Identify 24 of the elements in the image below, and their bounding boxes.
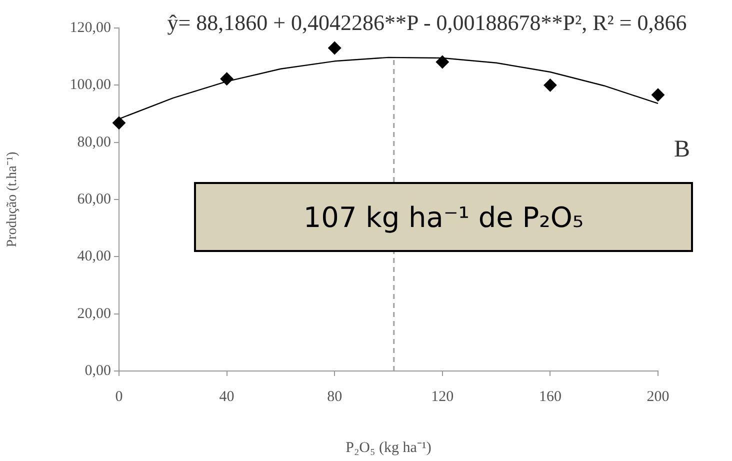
point bbox=[112, 116, 126, 130]
x-tick-label: 200 bbox=[646, 388, 670, 405]
point bbox=[328, 42, 342, 55]
x-tick-label: 160 bbox=[538, 388, 562, 405]
x-tick-label: 120 bbox=[431, 388, 454, 405]
label-box: 107 kg ha⁻¹ de P₂O₅ bbox=[194, 182, 693, 252]
chart-title: ŷ= 88,1860 + 0,4042286**P - 0,00188678**P², R² = 0,866 bbox=[167, 10, 687, 35]
x-axis-title: P₂O₅ (kg ha⁻¹) bbox=[346, 440, 432, 456]
y-tick-label: 0,00 bbox=[84, 362, 111, 379]
point bbox=[652, 88, 664, 102]
x-tick-label: 80 bbox=[327, 388, 342, 405]
y-tick-label: 60,00 bbox=[77, 191, 111, 208]
point bbox=[436, 56, 449, 69]
x-tick-label: 40 bbox=[219, 388, 234, 405]
y-tick-label: 20,00 bbox=[77, 306, 111, 322]
y-tick-label: 40,00 bbox=[77, 248, 111, 265]
point bbox=[544, 78, 557, 92]
y-tick-label: 100,00 bbox=[70, 77, 111, 94]
y-tick-label: 120,00 bbox=[70, 20, 111, 36]
y-tick-label: 80,00 bbox=[77, 134, 111, 150]
x-tick-label: 0 bbox=[115, 388, 123, 405]
y-axis-title: Produção (t.ha⁻¹) bbox=[5, 151, 20, 248]
point bbox=[220, 72, 234, 86]
text: B bbox=[674, 136, 690, 162]
